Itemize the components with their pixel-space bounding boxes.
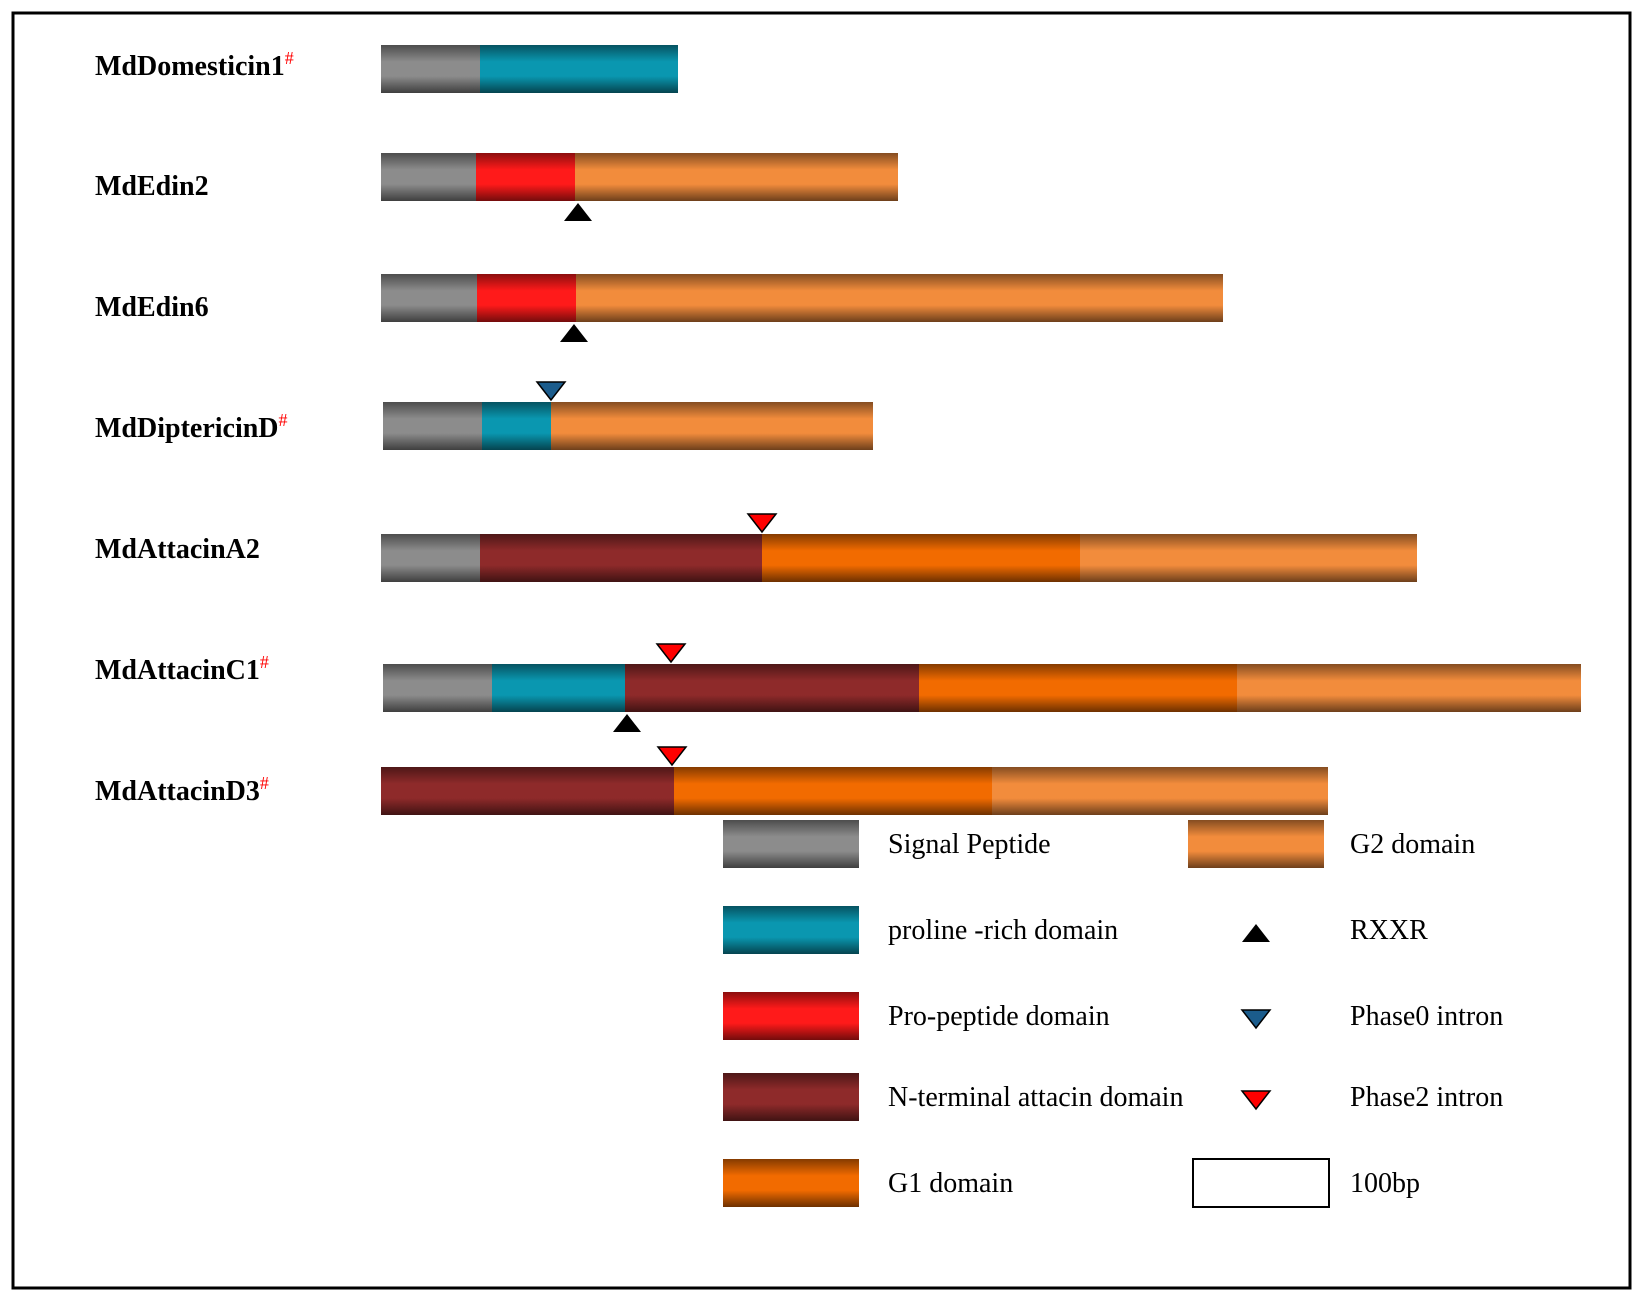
- domain-signal-peptide: [381, 274, 477, 322]
- legend-item-pro-peptide: Pro-peptide domain: [723, 992, 1110, 1040]
- phase0-intron-marker: [535, 381, 567, 402]
- legend-label-pro-peptide: Pro-peptide domain: [888, 1001, 1110, 1032]
- legend-swatch-g1: [723, 1159, 859, 1207]
- domain-g1: [919, 664, 1237, 712]
- domain-g2: [576, 274, 900, 322]
- gene-label-MdDomesticin1: MdDomesticin1#: [95, 48, 294, 82]
- domain-g2: [1237, 664, 1581, 712]
- legend: Signal Peptide G2 domain proline -rich dom…: [723, 820, 1503, 1208]
- legend-swatch-proline-rich: [723, 906, 859, 954]
- domain-g2: [1080, 534, 1417, 582]
- legend-swatch-n-terminal-attacin: [723, 1073, 859, 1121]
- domain-signal-peptide: [383, 664, 492, 712]
- domain-signal-peptide: [381, 534, 480, 582]
- legend-label-g1: G1 domain: [888, 1168, 1013, 1199]
- rxxr-marker: [560, 324, 588, 342]
- gene-label-MdDiptericinD: MdDiptericinD#: [95, 410, 288, 444]
- legend-item-phase2: Phase2 intron: [1240, 1082, 1503, 1113]
- rxxr-marker: [564, 203, 592, 221]
- legend-item-scale: 100bp: [1192, 1158, 1420, 1208]
- legend-phase0-symbol: [1240, 1009, 1272, 1030]
- legend-item-rxxr: RXXR: [1242, 915, 1428, 946]
- domain-signal-peptide: [381, 153, 476, 201]
- legend-label-signal-peptide: Signal Peptide: [888, 829, 1051, 860]
- legend-swatch-pro-peptide: [723, 992, 859, 1040]
- gene-track-MdAttacinD3: [381, 746, 1328, 815]
- legend-item-g2: G2 domain: [1188, 820, 1475, 868]
- domain-proline-rich: [492, 664, 625, 712]
- legend-label-proline-rich: proline -rich domain: [888, 915, 1118, 946]
- domain-g2: [551, 402, 873, 450]
- phase2-intron-marker: [656, 746, 688, 767]
- phase2-intron-marker: [655, 643, 687, 664]
- domain-g1: [674, 767, 992, 815]
- new-gene-mark: #: [260, 773, 269, 793]
- gene-track-MdAttacinA2: [381, 513, 1417, 582]
- domain-signal-peptide: [383, 402, 482, 450]
- domain-g2: [992, 767, 1328, 815]
- legend-label-rxxr: RXXR: [1350, 915, 1428, 946]
- legend-swatch-g2: [1188, 820, 1324, 868]
- domain-g2: [575, 153, 898, 201]
- legend-label-phase2: Phase2 intron: [1350, 1082, 1503, 1113]
- legend-item-n-terminal-attacin: N-terminal attacin domain: [723, 1073, 1183, 1121]
- new-gene-mark: #: [279, 410, 288, 430]
- gene-label-MdAttacinC1: MdAttacinC1#: [95, 652, 269, 686]
- domain-g1: [762, 534, 1080, 582]
- legend-rxxr-symbol: [1242, 924, 1270, 942]
- legend-label-scale: 100bp: [1350, 1168, 1420, 1199]
- gene-track-MdDomesticin1: [381, 45, 678, 93]
- domain-proline-rich: [482, 402, 551, 450]
- legend-label-n-terminal-attacin: N-terminal attacin domain: [888, 1082, 1183, 1113]
- gene-tracks: [381, 45, 1581, 815]
- domain-proline-rich: [480, 45, 678, 93]
- gene-track-MdEdin2: [381, 153, 898, 221]
- domain-n-terminal-attacin: [381, 767, 674, 815]
- gene-label-MdEdin6: MdEdin6: [95, 292, 209, 323]
- legend-item-g1: G1 domain: [723, 1159, 1013, 1207]
- legend-swatch-signal-peptide: [723, 820, 859, 868]
- legend-label-g2: G2 domain: [1350, 829, 1475, 860]
- legend-label-phase0: Phase0 intron: [1350, 1001, 1503, 1032]
- domain-signal-peptide: [381, 45, 480, 93]
- domain-pro-peptide: [477, 274, 576, 322]
- gene-label-MdEdin2: MdEdin2: [95, 171, 209, 202]
- gene-track-MdAttacinC1: [383, 643, 1581, 732]
- domain-n-terminal-attacin: [625, 664, 919, 712]
- gene-track-MdEdin6: [381, 274, 1223, 342]
- legend-item-proline-rich: proline -rich domain: [723, 906, 1118, 954]
- new-gene-mark: #: [285, 48, 294, 68]
- gene-label-MdAttacinD3: MdAttacinD3#: [95, 773, 269, 807]
- legend-scale-box: [1192, 1158, 1330, 1208]
- legend-item-signal-peptide: Signal Peptide: [723, 820, 1051, 868]
- legend-item-phase0: Phase0 intron: [1240, 1001, 1503, 1032]
- domain-g2: [900, 274, 1223, 322]
- rxxr-marker: [613, 714, 641, 732]
- new-gene-mark: #: [260, 652, 269, 672]
- gene-track-MdDiptericinD: [383, 381, 873, 450]
- gene-label-MdAttacinA2: MdAttacinA2: [95, 534, 260, 565]
- domain-pro-peptide: [476, 153, 575, 201]
- phase2-intron-marker: [746, 513, 778, 534]
- legend-phase2-symbol: [1240, 1090, 1272, 1111]
- domain-n-terminal-attacin: [480, 534, 762, 582]
